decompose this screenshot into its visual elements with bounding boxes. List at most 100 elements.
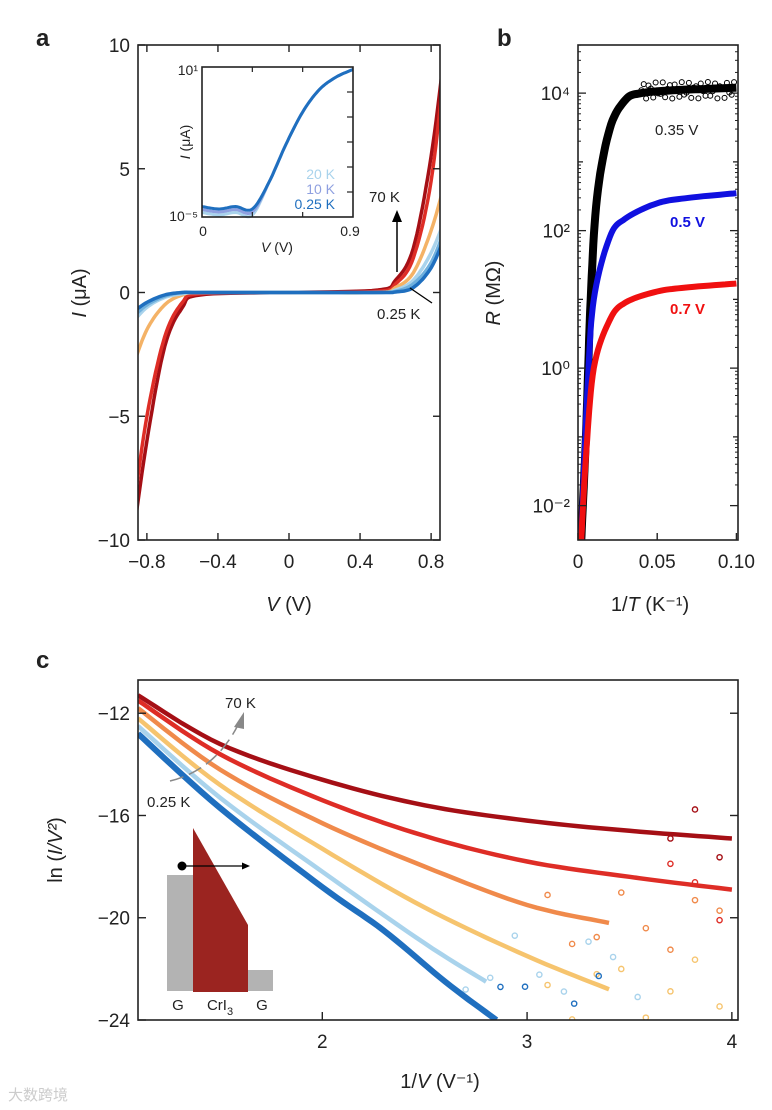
panel-c-ylabel: ln (I/V²) [45, 817, 67, 883]
tail-point [568, 940, 576, 948]
noise-point [662, 94, 669, 101]
inset-xtick-0: 0 [199, 223, 207, 239]
panel-c-xlabel: 1/V (V⁻¹) [400, 1071, 479, 1093]
label-07v: 0.7 V [670, 301, 705, 318]
noise-point [657, 90, 664, 97]
tail-point [634, 993, 641, 1001]
annotation-c-70k: 70 K [225, 695, 256, 712]
ytick-label: 10 [109, 36, 130, 57]
panel-label-b: b [497, 25, 512, 52]
noise-point [702, 92, 709, 99]
tail-point [617, 889, 625, 896]
inset-ytick-bottom: 10⁻⁵ [169, 208, 198, 224]
noise-point [707, 92, 714, 99]
noise-point [714, 95, 721, 102]
noise-point [704, 79, 711, 86]
noise-point [721, 94, 728, 101]
inset-ylabel: I (μA) [177, 125, 193, 160]
label-035v: 0.35 V [655, 122, 698, 139]
tail-point [716, 1003, 723, 1010]
noise-point [676, 93, 683, 100]
inset-ytick-top: 10¹ [178, 62, 199, 78]
ytick-label: −20 [98, 909, 130, 930]
ytick-label: 10⁰ [541, 359, 570, 380]
panel-b-resistance: 0 0.05 0.10 10⁴ 10² 10⁰ 10⁻² [533, 44, 755, 573]
tail-point [667, 860, 674, 868]
tail-point [585, 938, 592, 945]
band-diagram-inset: G CrI3 G [167, 828, 273, 1018]
arrow-head-icon [242, 862, 250, 870]
noise-point [643, 95, 650, 102]
noise-point [709, 88, 716, 95]
inset-curve-2 [201, 68, 354, 212]
noise-point [655, 90, 661, 97]
xtick-label: −0.4 [199, 552, 237, 573]
noise-point [700, 88, 707, 95]
resistance-curve-2 [578, 280, 737, 540]
noise-point [685, 79, 692, 86]
tail-point [536, 971, 543, 978]
noise-point [638, 87, 645, 94]
panel-a-series [138, 74, 440, 515]
noise-point [719, 84, 726, 91]
tail-point [560, 988, 568, 995]
tail-point [521, 983, 529, 991]
tail-point [593, 933, 601, 941]
ytick-label: −10 [98, 531, 130, 552]
noise-point [728, 91, 735, 98]
label-05v: 0.5 V [670, 214, 705, 231]
arrow-up-icon [234, 712, 244, 729]
noise-point [652, 79, 659, 86]
panel-b-series [578, 79, 738, 540]
fn-curve-3 [138, 716, 610, 992]
noise-point [693, 83, 700, 90]
noise-point [712, 80, 719, 87]
ytick-label: −24 [98, 1011, 131, 1032]
temperature-arrow-c [169, 724, 239, 782]
noise-point [731, 79, 738, 86]
inset-legend-20k: 20 K [306, 166, 335, 182]
ytick-label: −12 [98, 704, 130, 725]
noise-point [640, 81, 647, 88]
xtick-label: −0.8 [128, 552, 166, 573]
resistance-curve-0 [578, 83, 737, 540]
noise-point [688, 94, 695, 101]
xtick-label: 0 [284, 552, 295, 573]
panel-b-frame [577, 44, 739, 541]
fn-curve-0 [138, 693, 733, 841]
xtick-label: 0.4 [347, 552, 374, 573]
annotation-70k: 70 K [369, 189, 400, 206]
panel-c-frame [137, 679, 739, 1021]
tail-point [742, 875, 747, 880]
arrow-up-icon [392, 210, 402, 222]
noise-point [650, 94, 657, 101]
tail-point [691, 806, 699, 813]
tail-point [544, 891, 551, 899]
tail-point [617, 965, 625, 973]
tail-point [642, 1014, 650, 1020]
tail-point [486, 974, 494, 982]
tail-point [691, 878, 699, 886]
panel-c-fn-plot: 2 3 4 −12 −16 −20 −24 [98, 679, 771, 1053]
tail-point [642, 924, 650, 932]
label-g-right: G [256, 997, 268, 1014]
inset-bg [202, 67, 353, 217]
panel-a-iv-curves: −0.8 −0.4 0 0.4 0.8 10 5 0 −5 −10 [98, 36, 445, 573]
tail-point [595, 972, 603, 980]
noise-point [678, 79, 685, 86]
ytick-label: 5 [119, 160, 130, 181]
tail-point [667, 835, 674, 842]
tail-point [766, 806, 771, 811]
tail-point [766, 864, 771, 869]
watermark: 大数跨境 [8, 1086, 68, 1104]
annotation-c-025k: 0.25 K [147, 794, 190, 811]
fn-curve-2 [138, 706, 610, 926]
noise-point [723, 79, 730, 86]
xtick-label: 4 [727, 1032, 738, 1053]
tail-point [667, 946, 674, 954]
inset-xlabel: V (V) [261, 239, 293, 255]
ytick-label: 10² [543, 222, 570, 243]
panel-b-xlabel: 1/T (K⁻¹) [611, 594, 689, 616]
ytick-label: −5 [108, 407, 130, 428]
